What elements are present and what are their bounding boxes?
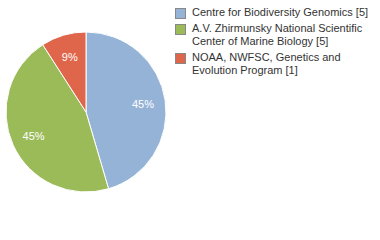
svg-text:9%: 9% bbox=[62, 51, 78, 63]
html-text:NOAA, NWFSC, Genetics and Evol: NOAA, NWFSC, Genetics and Evolution Prog… bbox=[192, 51, 341, 76]
html-text:Centre for Biodiversity Genomi: Centre for Biodiversity Genomics [5] bbox=[192, 6, 369, 18]
svg-text:45%: 45% bbox=[23, 130, 45, 142]
svg-text:45%: 45% bbox=[132, 98, 154, 110]
html-text:A.V. Zhirmunsky National Scien: A.V. Zhirmunsky National Scientific Cent… bbox=[192, 22, 363, 47]
